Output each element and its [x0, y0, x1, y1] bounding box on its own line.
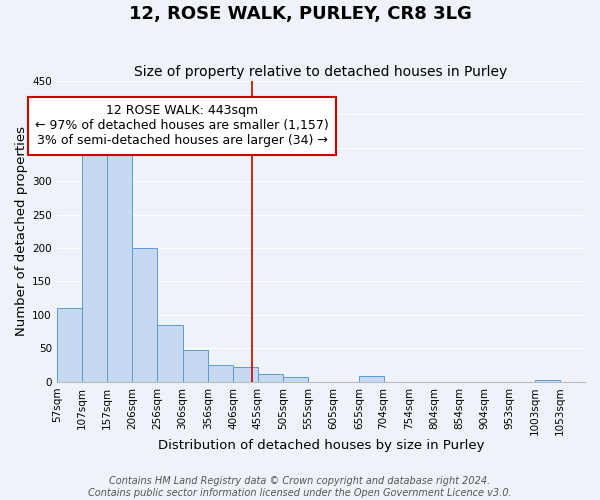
Bar	[359, 376, 383, 382]
Y-axis label: Number of detached properties: Number of detached properties	[15, 126, 28, 336]
Bar	[157, 325, 182, 382]
Bar	[208, 365, 233, 382]
Bar	[57, 308, 82, 382]
Text: Contains HM Land Registry data © Crown copyright and database right 2024.
Contai: Contains HM Land Registry data © Crown c…	[88, 476, 512, 498]
Bar	[107, 154, 132, 382]
Bar	[283, 377, 308, 382]
Bar	[233, 367, 258, 382]
Bar	[535, 380, 560, 382]
Text: 12 ROSE WALK: 443sqm
← 97% of detached houses are smaller (1,157)
3% of semi-det: 12 ROSE WALK: 443sqm ← 97% of detached h…	[35, 104, 329, 147]
Bar	[82, 150, 107, 382]
Bar	[182, 350, 208, 382]
Bar	[258, 374, 283, 382]
Title: Size of property relative to detached houses in Purley: Size of property relative to detached ho…	[134, 66, 508, 80]
Bar	[132, 248, 157, 382]
X-axis label: Distribution of detached houses by size in Purley: Distribution of detached houses by size …	[158, 440, 484, 452]
Text: 12, ROSE WALK, PURLEY, CR8 3LG: 12, ROSE WALK, PURLEY, CR8 3LG	[128, 5, 472, 23]
